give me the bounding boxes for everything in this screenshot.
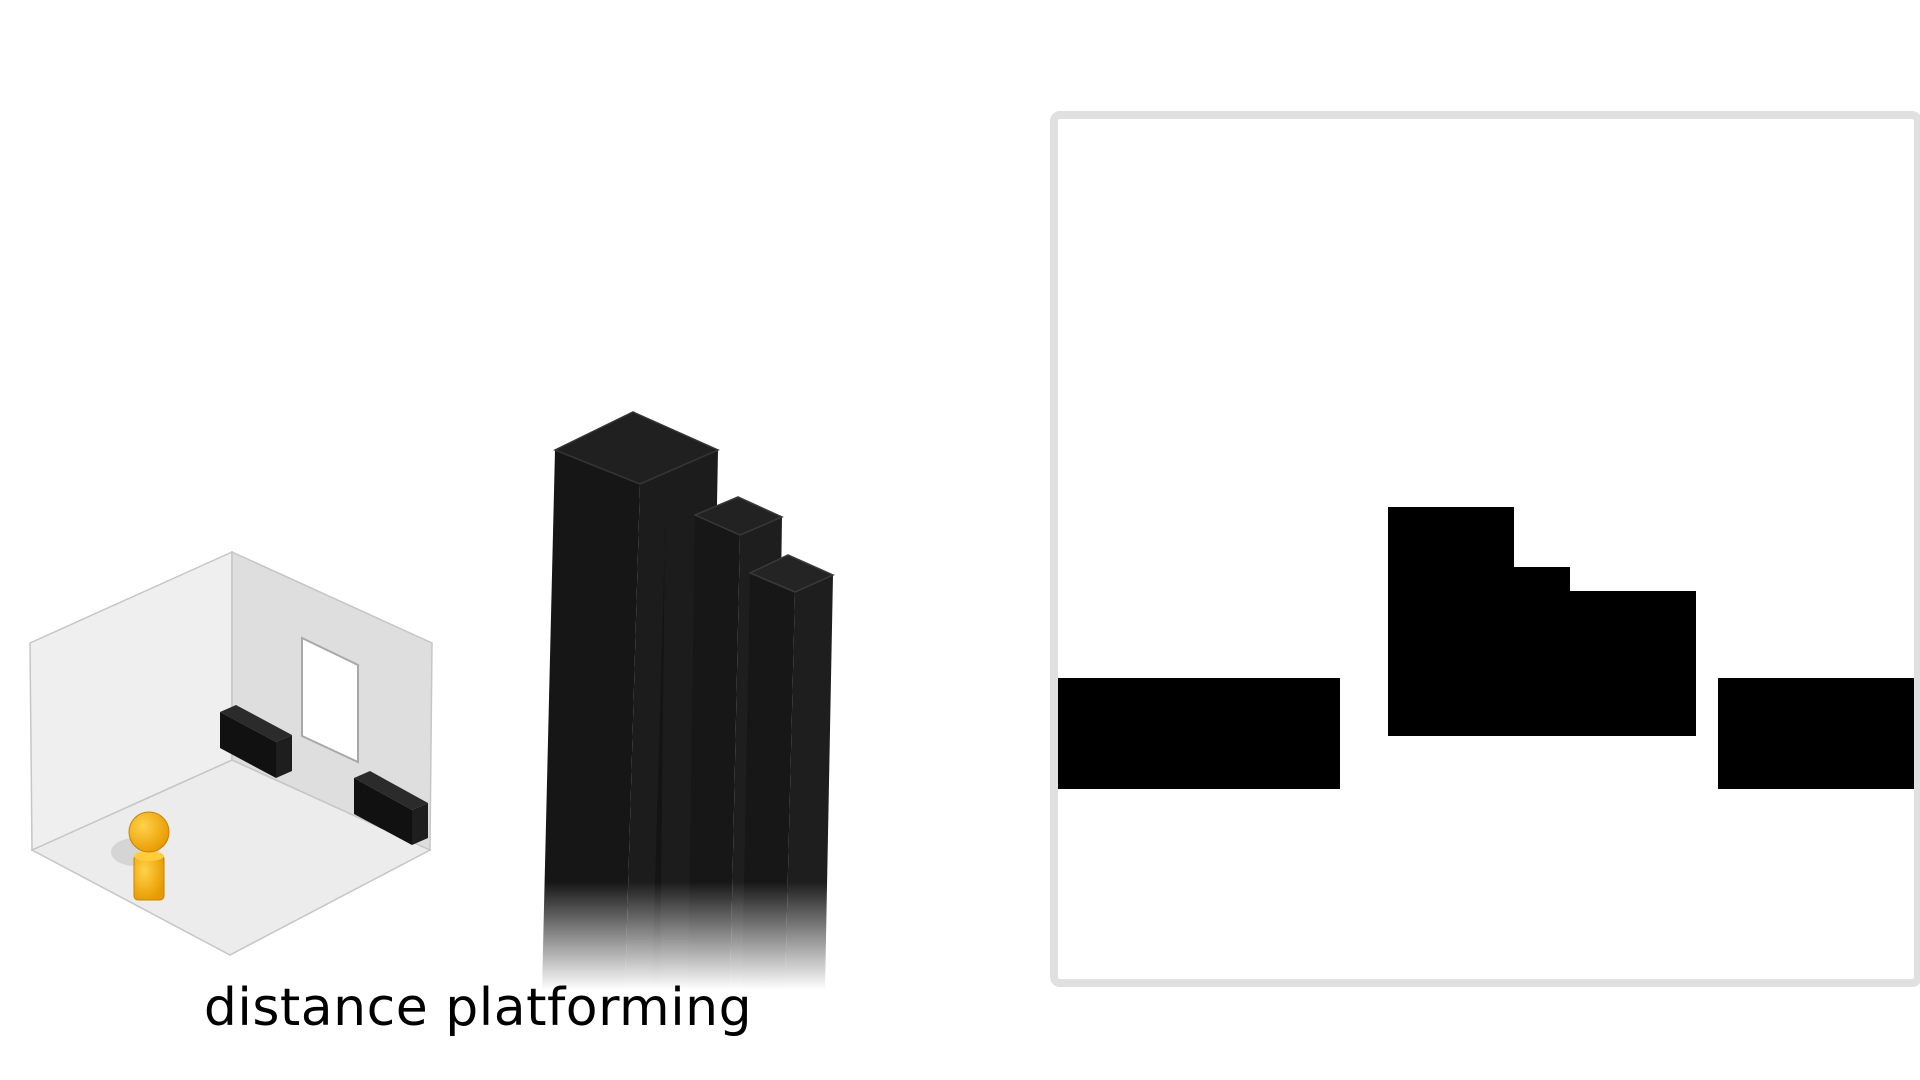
pillar-tall xyxy=(542,411,720,990)
platform-right xyxy=(1718,678,1914,789)
platform-low-step xyxy=(1563,591,1696,736)
platform-mid-step xyxy=(1508,567,1570,736)
caption: distance platforming xyxy=(203,978,753,1038)
room-block-right xyxy=(354,771,428,845)
room-block-left xyxy=(220,705,292,778)
room-door xyxy=(301,636,359,764)
platform-left xyxy=(1058,678,1340,789)
platform-tall-top xyxy=(1388,507,1514,736)
pillar-short xyxy=(742,554,835,990)
level-view-frame xyxy=(1050,111,1920,987)
player-figure-icon xyxy=(111,811,170,901)
isometric-pillars-icon xyxy=(542,411,835,990)
isometric-room-icon xyxy=(29,550,433,956)
